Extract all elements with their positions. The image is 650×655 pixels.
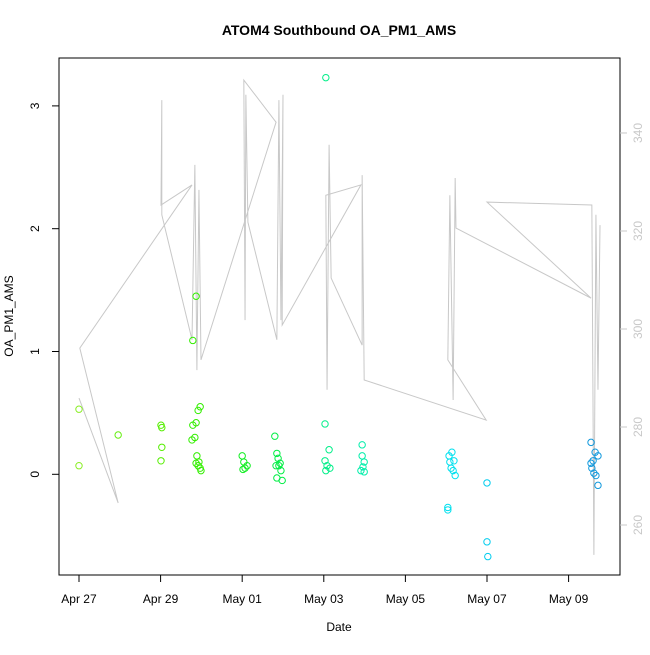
x-tick-label: May 05 [386,592,426,606]
point [75,405,83,413]
point [483,479,491,487]
point [241,464,249,472]
point [448,448,456,456]
point [447,464,455,472]
point [360,468,368,476]
point [483,538,491,546]
point [273,449,281,458]
y2-tick-label: 260 [631,515,645,535]
y2-tick-label: 300 [631,319,645,339]
point [588,464,596,472]
point [75,462,83,470]
point [450,457,458,465]
x-tick-label: May 09 [549,592,589,606]
x-tick-label: May 01 [223,592,263,606]
point [321,420,329,428]
point [592,471,600,480]
point [326,464,334,472]
point [194,406,202,415]
point [322,73,330,82]
point [157,457,165,465]
point [197,466,205,475]
point [321,457,329,465]
point [357,466,365,475]
x-tick-label: Apr 29 [143,592,179,606]
point [590,469,598,477]
point [192,419,200,427]
plot-frame [58,57,621,576]
point [444,503,452,512]
line [78,78,601,555]
chart-title: ATOM4 Southbound OA_PM1_AMS [222,22,456,38]
point [325,446,333,454]
point [276,459,284,467]
point [158,443,166,451]
point [192,292,200,300]
point [587,438,595,447]
x-axis-label: Date [326,620,352,634]
x-tick-label: May 07 [467,592,507,606]
point [360,458,368,466]
y2-tick-label: 280 [631,417,645,437]
y-tick-label: 3 [28,102,42,109]
point [358,452,366,460]
point [277,466,285,475]
point [359,463,367,471]
point [358,441,366,449]
x-tick-label: May 03 [304,592,344,606]
point [271,432,279,440]
point [594,452,602,460]
y-tick-label: 0 [28,471,42,478]
point [243,462,251,470]
point [274,454,282,463]
y-tick-label: 1 [28,348,42,355]
point [195,458,203,466]
point [188,436,196,444]
point [449,466,457,475]
point [322,466,330,475]
x-tick-label: Apr 27 [61,592,97,606]
point [196,403,204,411]
point [272,462,280,470]
point [444,506,452,514]
point [238,452,246,460]
point [446,458,454,466]
point [484,552,492,561]
point [587,459,595,467]
point [158,423,166,432]
y2-tick-label: 320 [631,221,645,241]
point [114,431,122,439]
point [589,457,597,465]
point [594,481,602,490]
point [239,465,247,474]
point [451,471,459,480]
y-tick-label: 2 [28,225,42,232]
point [189,336,197,345]
point [193,452,201,460]
point [278,476,286,485]
y2-tick-label: 340 [631,123,645,143]
y-axis-label: OA_PM1_AMS [2,275,16,356]
